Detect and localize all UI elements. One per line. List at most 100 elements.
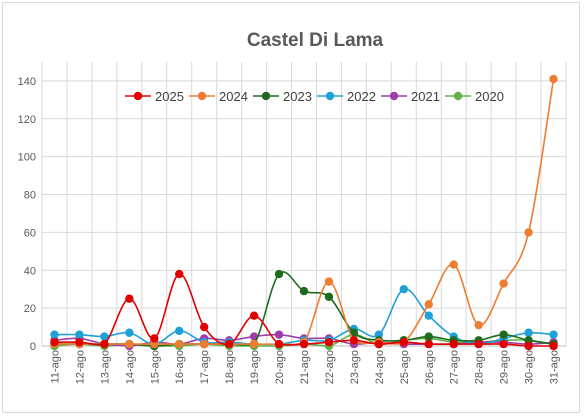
x-tick-label: 26-ago — [424, 350, 436, 384]
x-tick-label: 15-ago — [149, 350, 161, 384]
x-tick-label: 20-ago — [274, 350, 286, 384]
data-point-2024 — [324, 277, 334, 286]
axes: 0 20 40 60 80 100 120 140 11-ago 12-ago 13-ago 14-a… — [18, 76, 566, 384]
x-tick-label: 23-ago — [349, 350, 361, 384]
data-point-2025 — [324, 338, 334, 347]
data-point-2025 — [249, 311, 259, 320]
legend-item-2025: 2025 — [125, 89, 184, 104]
data-point-2025 — [100, 339, 109, 349]
legend-label: 2022 — [347, 89, 376, 104]
chart-title: Castel Di Lama — [247, 30, 384, 51]
x-tick-label: 13-ago — [99, 350, 111, 384]
data-point-2025 — [549, 341, 558, 351]
y-tick-label: 80 — [24, 190, 36, 202]
y-tick-label: 60 — [24, 227, 36, 239]
data-point-2025 — [224, 339, 234, 349]
x-tick-label: 24-ago — [374, 350, 386, 384]
y-tick-label: 120 — [18, 114, 36, 126]
data-point-2025 — [75, 338, 84, 347]
data-point-2023 — [299, 286, 309, 296]
legend-item-2023: 2023 — [253, 89, 312, 104]
legend-swatch-marker — [389, 91, 399, 101]
data-point-2023 — [424, 332, 433, 341]
legend-item-2021: 2021 — [381, 89, 440, 104]
y-tick-label: 140 — [18, 76, 36, 88]
data-point-2024 — [125, 339, 134, 349]
x-tick-label: 19-ago — [249, 350, 261, 384]
legend-item-2024: 2024 — [189, 89, 248, 104]
data-point-2025 — [274, 339, 284, 349]
x-tick-label: 14-ago — [124, 350, 136, 384]
data-point-2022 — [100, 332, 109, 341]
series-layer — [50, 74, 558, 351]
data-point-2025 — [399, 338, 409, 347]
x-tick-label: 18-ago — [224, 350, 236, 384]
data-point-2025 — [449, 339, 458, 349]
x-tick-label: 22-ago — [324, 350, 336, 384]
data-point-2023 — [499, 330, 508, 339]
x-tick-label: 12-ago — [74, 350, 86, 384]
data-point-2023 — [274, 269, 284, 279]
x-tick-label: 25-ago — [399, 350, 411, 384]
y-tick-label: 0 — [30, 341, 36, 353]
grid — [41, 62, 567, 346]
x-tick-label: 31-ago — [549, 350, 561, 384]
y-tick-label: 20 — [24, 303, 36, 315]
legend-swatch-marker — [325, 91, 335, 101]
legend-label: 2020 — [475, 89, 504, 104]
data-point-2025 — [175, 269, 184, 279]
data-point-2025 — [50, 338, 59, 347]
data-point-2023 — [324, 292, 334, 301]
data-point-2025 — [125, 294, 134, 303]
data-point-2024 — [175, 339, 184, 349]
data-point-2025 — [349, 336, 359, 345]
x-tick-label: 11-ago — [49, 350, 61, 383]
data-point-2024 — [474, 320, 483, 330]
legend-swatch-marker — [261, 91, 271, 101]
data-point-2025 — [150, 334, 159, 343]
legend-swatch-marker — [453, 91, 463, 101]
data-point-2024 — [524, 228, 533, 237]
data-point-2022 — [424, 311, 433, 320]
x-tick-label: 28-ago — [474, 350, 486, 384]
data-point-2022 — [549, 330, 558, 339]
data-point-2022 — [50, 330, 59, 339]
data-point-2025 — [499, 339, 508, 349]
data-point-2022 — [524, 328, 533, 337]
data-point-2024 — [449, 260, 458, 269]
x-tick-label: 16-ago — [174, 350, 186, 384]
data-point-2024 — [424, 300, 433, 309]
x-tick-label: 17-ago — [199, 350, 211, 384]
legend-label: 2021 — [411, 89, 440, 104]
data-point-2025 — [199, 322, 209, 332]
data-point-2024 — [199, 339, 209, 349]
data-point-2024 — [499, 279, 508, 288]
data-point-2022 — [125, 328, 134, 337]
data-point-2022 — [399, 285, 409, 294]
legend-item-2020: 2020 — [445, 89, 504, 104]
legend-swatch-marker — [197, 91, 207, 101]
data-point-2023 — [349, 328, 359, 337]
x-tick-label: 30-ago — [524, 350, 536, 384]
legend-swatch-marker — [133, 91, 143, 101]
series-2024 — [50, 74, 558, 349]
data-point-2022 — [175, 326, 184, 336]
data-point-2024 — [249, 339, 259, 349]
y-tick-label: 40 — [24, 265, 36, 277]
series-2025 — [50, 269, 558, 351]
x-tick-label: 29-ago — [499, 350, 511, 384]
y-tick-label: 100 — [18, 152, 36, 164]
data-point-2024 — [549, 74, 558, 84]
data-point-2025 — [424, 339, 433, 349]
legend-label: 2024 — [219, 89, 248, 104]
legend-item-2022: 2022 — [317, 89, 376, 104]
x-tick-label: 21-ago — [299, 350, 311, 384]
data-point-2025 — [524, 341, 533, 351]
data-point-2025 — [474, 339, 483, 349]
legend-label: 2025 — [155, 89, 184, 104]
x-tick-label: 27-ago — [449, 350, 461, 384]
data-point-2021 — [274, 330, 284, 339]
data-point-2025 — [299, 339, 309, 349]
data-point-2022 — [75, 330, 84, 339]
